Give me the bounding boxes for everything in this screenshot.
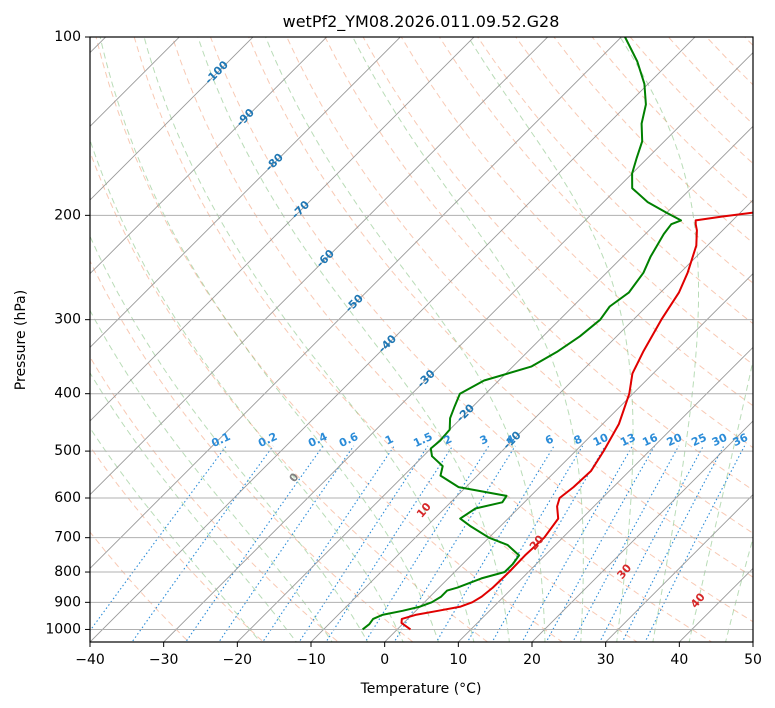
x-tick-label: −20 <box>223 652 253 668</box>
mixing-ratio-label: 10 <box>591 431 611 449</box>
y-tick-label: 600 <box>54 490 81 506</box>
isotherm-line <box>163 52 753 642</box>
y-tick-label: 100 <box>54 29 81 45</box>
x-tick-label: 40 <box>670 652 688 668</box>
dry-adiabat <box>90 259 414 642</box>
isotherm-line <box>384 273 753 642</box>
dewpoint-profile-line <box>361 37 682 631</box>
moist-adiabat <box>265 37 546 642</box>
dry-adiabat <box>248 37 753 578</box>
x-axis-label: Temperature (°C) <box>360 681 482 697</box>
dry-adiabat <box>95 37 564 642</box>
y-tick-label: 200 <box>54 207 81 223</box>
x-tick-label: 50 <box>744 652 762 668</box>
dry-adiabat <box>90 445 265 642</box>
mixing-ratio-label: 20 <box>665 431 685 449</box>
isotherm-line <box>90 37 475 422</box>
x-tick-label: 0 <box>380 652 389 668</box>
x-tick-label: 20 <box>523 652 541 668</box>
mixing-ratio-line <box>644 445 746 642</box>
dry-adiabat <box>133 37 638 642</box>
dry-adiabat <box>209 37 753 623</box>
mixing-ratio-line <box>262 445 395 642</box>
dry-adiabat <box>362 37 753 449</box>
moist-adiabat <box>99 37 440 642</box>
x-tick-label: −40 <box>75 652 105 668</box>
moist-adiabat <box>619 37 699 642</box>
mixing-ratio-label: 36 <box>731 431 751 449</box>
y-tick-label: 300 <box>54 312 81 328</box>
moist-adiabat <box>90 309 333 642</box>
isotherm-line <box>531 420 753 642</box>
isotherm-line <box>605 494 753 642</box>
isotherm-line <box>236 125 753 642</box>
moist-adiabat <box>352 37 584 642</box>
mixing-ratio-line <box>218 445 355 642</box>
y-tick-label: 1000 <box>45 621 81 637</box>
dry-adiabat <box>90 356 339 642</box>
x-tick-label: 30 <box>597 652 615 668</box>
y-axis-label: Pressure (hPa) <box>13 290 29 390</box>
x-tick-label: −10 <box>296 652 326 668</box>
y-tick-label: 400 <box>54 386 81 402</box>
isotherm-line <box>90 37 622 569</box>
isotherm-line <box>90 37 549 496</box>
moist-adiabat <box>467 37 634 642</box>
mixing-ratio-label: 16 <box>640 431 660 449</box>
isotherm-line <box>90 37 254 201</box>
moist-adiabat <box>143 37 475 642</box>
isotherm-line <box>310 199 753 642</box>
dry-adiabat <box>324 37 753 491</box>
isotherm-line <box>90 37 401 348</box>
x-tick-label: −30 <box>149 652 179 668</box>
isotherm-line <box>90 37 696 642</box>
x-tick-label: 10 <box>449 652 467 668</box>
temperature-profile-line <box>400 211 753 631</box>
dry-adiabat <box>90 531 190 642</box>
isotherm-line <box>90 37 180 127</box>
isotherm-line <box>457 346 753 642</box>
plot-frame <box>89 36 754 643</box>
y-tick-label: 500 <box>54 443 81 459</box>
dry-adiabat <box>515 37 753 284</box>
y-tick-label: 800 <box>54 564 81 580</box>
mixing-ratio-label: 25 <box>689 431 708 449</box>
moist-adiabat <box>725 536 753 642</box>
mixing-ratio-label: 30 <box>710 431 730 449</box>
y-tick-label: 700 <box>54 530 81 546</box>
isotherm-line <box>90 37 328 275</box>
mixing-ratio-label: 13 <box>618 431 637 449</box>
dry-adiabat <box>90 150 489 642</box>
y-tick-label: 900 <box>54 594 81 610</box>
chart-title: wetPf2_YM08.2026.011.09.52.G28 <box>283 12 560 32</box>
